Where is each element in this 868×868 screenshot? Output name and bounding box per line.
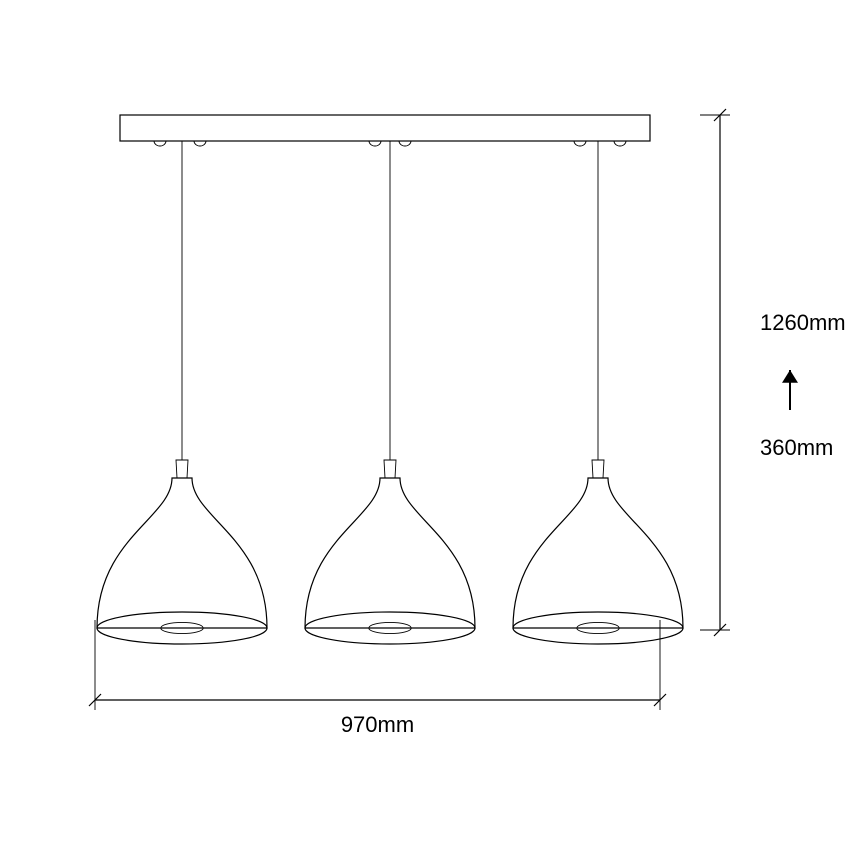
height-max-dimension-label: 1260mm bbox=[760, 310, 846, 335]
width-dimension-label: 970mm bbox=[341, 712, 414, 737]
height-min-dimension-label: 360mm bbox=[760, 435, 833, 460]
